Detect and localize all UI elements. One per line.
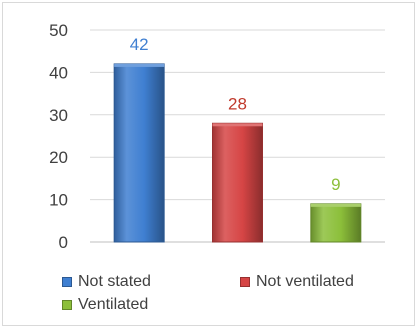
- bar-top: [212, 123, 263, 127]
- bar: [113, 63, 165, 243]
- data-label: 28: [228, 94, 247, 113]
- y-tick-label: 20: [49, 148, 68, 167]
- data-label: 9: [331, 175, 340, 194]
- chart-frame: [2, 2, 415, 326]
- bar-top: [310, 203, 361, 207]
- y-tick-label: 30: [49, 106, 68, 125]
- y-tick-label: 50: [49, 21, 68, 40]
- y-tick-label: 0: [59, 233, 68, 252]
- data-label: 42: [130, 35, 149, 54]
- y-tick-label: 10: [49, 191, 68, 210]
- bar-top: [114, 63, 165, 67]
- bar: [310, 203, 362, 243]
- bar: [212, 122, 263, 243]
- y-tick-label: 40: [49, 63, 68, 82]
